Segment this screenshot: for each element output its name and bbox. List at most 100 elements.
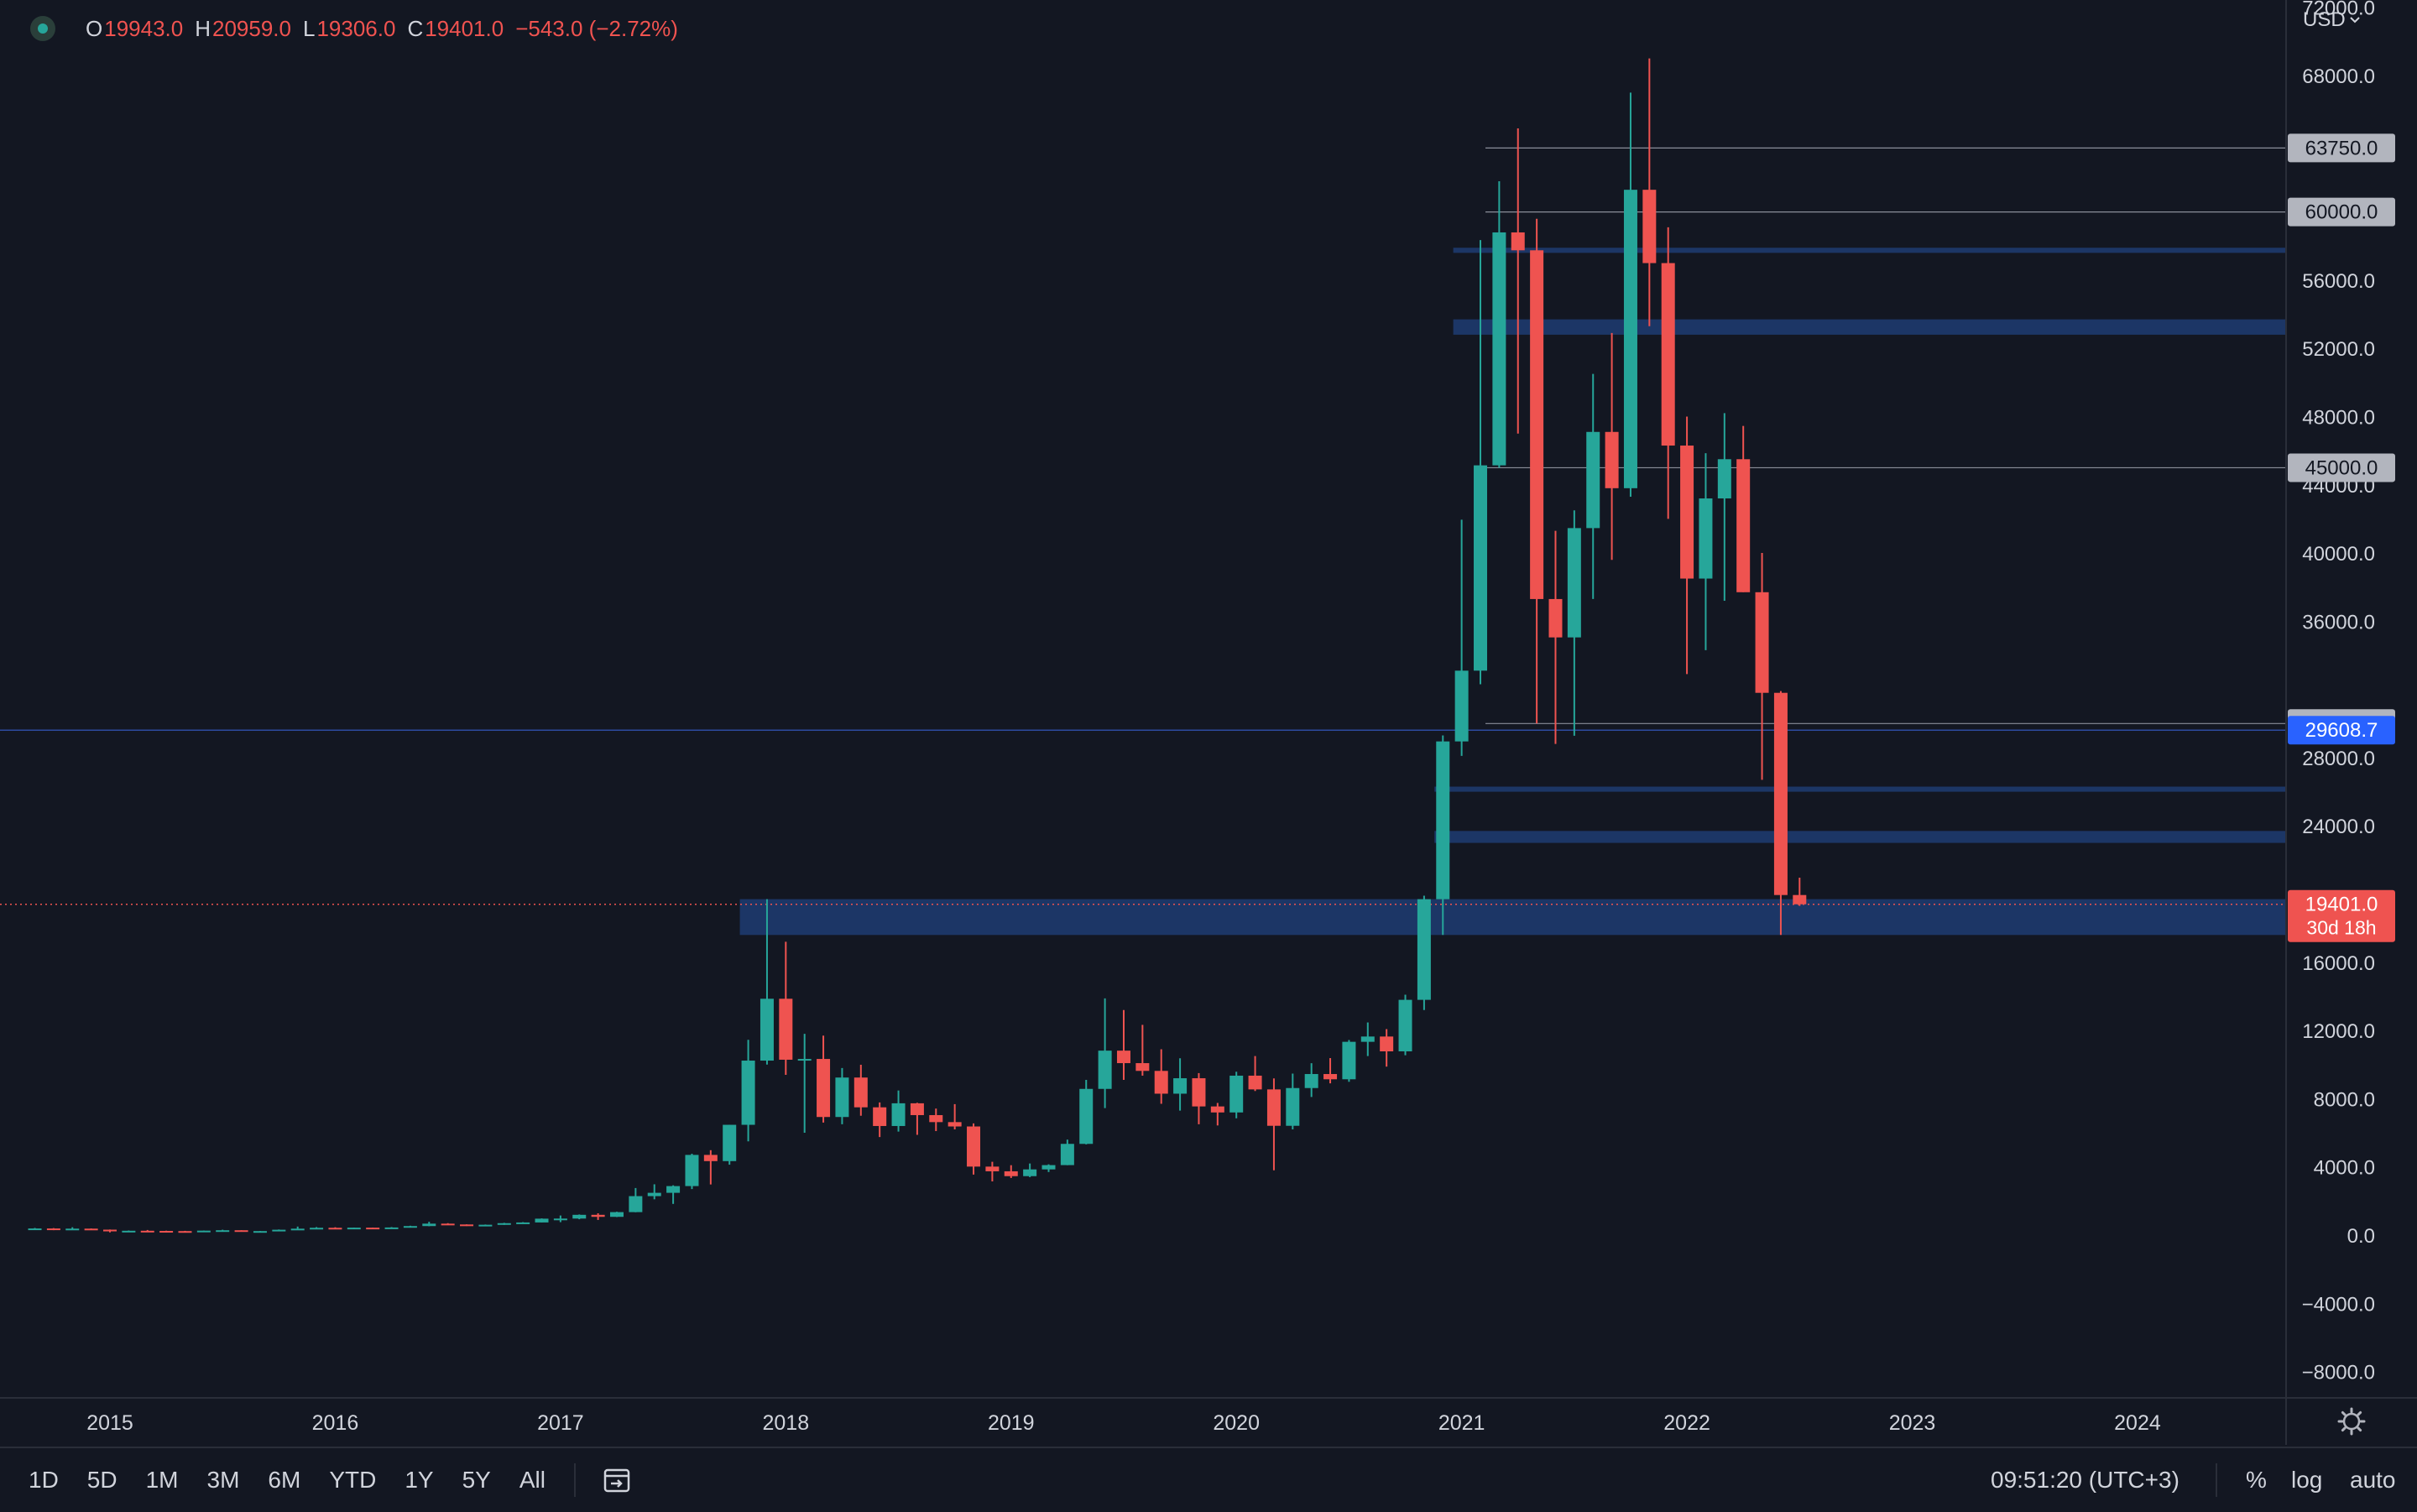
level-layer <box>0 147 2286 905</box>
candle-body <box>1098 1051 1112 1089</box>
timeframe-1m[interactable]: 1M <box>145 1467 179 1493</box>
level-price-text: 45000.0 <box>2305 456 2378 479</box>
candle-body <box>1135 1063 1150 1071</box>
support-resistance-zone <box>1453 248 2286 253</box>
crosshair-price-label <box>2288 716 2395 745</box>
candle-body <box>553 1218 567 1221</box>
settings-gear-icon[interactable] <box>2337 1407 2366 1436</box>
open-label: O <box>86 15 103 41</box>
auto-scale-toggle[interactable]: auto <box>2350 1467 2396 1493</box>
candle-body <box>1474 465 1488 671</box>
low-label: L <box>302 15 316 41</box>
symbol-status-icon[interactable] <box>30 16 55 41</box>
timeframe-5y[interactable]: 5Y <box>462 1467 491 1493</box>
price-tick-label: 52000.0 <box>2302 338 2375 361</box>
timeframe-5d[interactable]: 5D <box>86 1467 117 1493</box>
candle-body <box>1342 1041 1356 1080</box>
candle-body <box>46 1228 60 1231</box>
candle-body <box>1623 190 1637 488</box>
candle-body <box>1248 1075 1262 1090</box>
timeframe-all[interactable]: All <box>519 1467 546 1493</box>
candle-body <box>497 1223 511 1225</box>
candle-body <box>253 1231 267 1233</box>
candle-body <box>403 1226 417 1228</box>
timeframe-1d[interactable]: 1D <box>29 1467 59 1493</box>
level-price-label <box>2288 453 2395 482</box>
clock[interactable]: 09:51:20 (UTC+3) <box>1991 1467 2179 1493</box>
candle-body <box>1755 592 1769 693</box>
chevron-down-icon <box>2349 17 2360 23</box>
candle-body <box>366 1228 380 1230</box>
timeframe-3m[interactable]: 3M <box>206 1467 240 1493</box>
candle-body <box>929 1114 943 1123</box>
time-tick-label: 2019 <box>988 1411 1035 1435</box>
price-tick-label: 24000.0 <box>2302 816 2375 838</box>
time-tick-label: 2023 <box>1889 1411 1936 1435</box>
time-axis[interactable]: 2015 2016 2017 2018 2019 2020 2021 2022 2023 2024 <box>86 1411 2161 1435</box>
candle-body <box>703 1155 718 1161</box>
price-axis[interactable]: 72000.0 68000.0 60000.0 56000.0 52000.0 48000… <box>2302 0 2375 1384</box>
currency-selector[interactable]: USD <box>2303 8 2361 32</box>
candle-body <box>1398 999 1412 1051</box>
candle-body <box>1511 232 1525 251</box>
toolbar-divider-right <box>2216 1463 2217 1497</box>
candle-body <box>1380 1036 1394 1051</box>
candle-body <box>1736 459 1751 592</box>
candle-body <box>1173 1078 1188 1094</box>
candle-body <box>178 1231 192 1233</box>
time-tick-label: 2024 <box>2114 1411 2161 1435</box>
price-tick-label: 28000.0 <box>2302 748 2375 770</box>
candle-body <box>1548 598 1563 638</box>
time-tick-label: 2020 <box>1213 1411 1260 1435</box>
time-tick-label: 2017 <box>537 1411 584 1435</box>
candle-body <box>1023 1169 1037 1176</box>
level-price-label <box>2288 133 2395 163</box>
timeframe-6m[interactable]: 6M <box>268 1467 301 1493</box>
candle-body <box>741 1061 755 1125</box>
close-value: 19401.0 <box>425 15 504 41</box>
level-price-text: 63750.0 <box>2305 137 2378 159</box>
candle-body <box>1116 1051 1130 1064</box>
price-tick-label: 36000.0 <box>2302 611 2375 633</box>
support-resistance-zone <box>739 899 2286 936</box>
candle-body <box>1192 1078 1206 1107</box>
candle-body <box>835 1077 849 1118</box>
zone-layer <box>739 248 2286 936</box>
candle-body <box>1605 431 1619 488</box>
candle-body <box>140 1230 154 1233</box>
price-tick-label: −8000.0 <box>2302 1362 2375 1384</box>
candle-body <box>310 1228 324 1230</box>
price-tick-label: −4000.0 <box>2302 1293 2375 1316</box>
log-scale-toggle[interactable]: log <box>2291 1467 2323 1493</box>
candle-body <box>441 1223 455 1226</box>
time-tick-label: 2016 <box>312 1411 359 1435</box>
close-label: C <box>407 15 424 41</box>
timeframe-1y[interactable]: 1Y <box>405 1467 434 1493</box>
crosshair-price-text: 29608.7 <box>2305 719 2378 742</box>
candle-body <box>478 1224 493 1227</box>
time-tick-label: 2022 <box>1663 1411 1710 1435</box>
candle-body <box>910 1103 924 1115</box>
level-price-label <box>2288 197 2395 227</box>
price-tick-label: 72000.0 <box>2302 0 2375 20</box>
candle-body <box>272 1229 286 1232</box>
candle-body <box>685 1155 699 1186</box>
candle-body <box>1717 459 1731 499</box>
price-tick-label: 0.0 <box>2347 1225 2375 1248</box>
candle-body <box>1454 670 1469 742</box>
candle-body <box>1586 431 1600 529</box>
candle-body <box>535 1218 549 1223</box>
currency-label: USD <box>2303 8 2346 31</box>
candle-body <box>328 1228 342 1230</box>
candle-body <box>28 1228 42 1231</box>
timeframe-ytd[interactable]: YTD <box>329 1467 377 1493</box>
candle-body <box>159 1231 174 1233</box>
candle-body <box>760 998 774 1061</box>
candle-body <box>1642 190 1657 263</box>
go-to-date-icon[interactable] <box>601 1463 634 1497</box>
percent-scale-toggle[interactable]: % <box>2246 1467 2267 1493</box>
candle-body <box>1417 899 1431 1000</box>
